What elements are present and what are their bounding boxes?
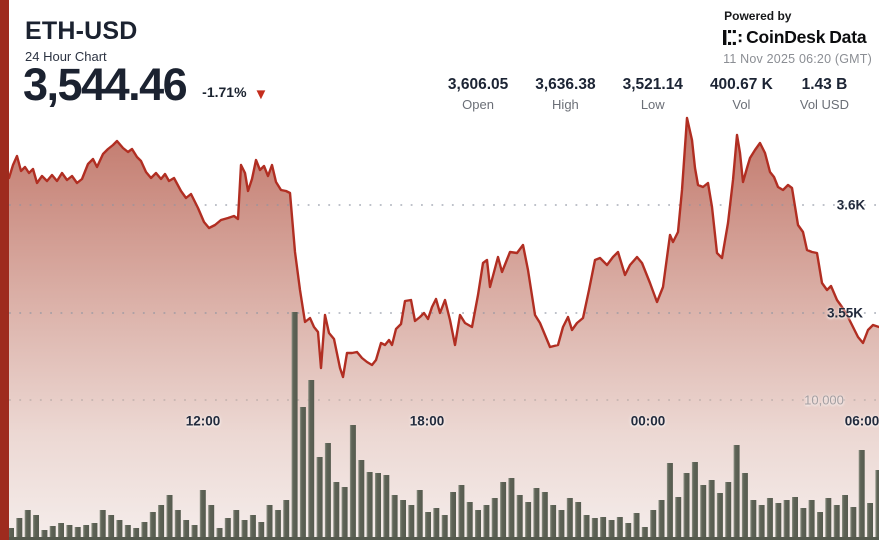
powered-by-label: Powered by (724, 9, 792, 23)
stat-volume-usd: 1.43 B Vol USD (800, 76, 849, 112)
title-block: ETH-USD 24 Hour Chart (25, 17, 138, 64)
stat-value: 3,606.05 (447, 76, 509, 93)
stat-open: 3,606.05 Open (448, 76, 508, 112)
stat-label: Open (462, 97, 494, 112)
stat-label: Vol (732, 97, 751, 112)
chart-subtitle: 24 Hour Chart (25, 49, 107, 64)
stat-low: 3,521.14 Low (623, 76, 683, 112)
stat-label: Vol USD (799, 97, 849, 112)
ohlc-stats-row: 3,606.05 Open 3,636.38 High 3,521.14 Low… (448, 76, 849, 112)
powered-by-block: Powered by CoinDesk Data 11 Nov 2025 06:… (723, 9, 872, 66)
price-change-percent: -1.71% (202, 84, 247, 100)
stat-value: 3,521.14 (622, 76, 683, 93)
stat-label: High (552, 97, 579, 112)
stat-value: 1.43 B (801, 76, 848, 93)
current-price: 3,544.46 (23, 59, 188, 110)
symbol-title: ETH-USD (25, 17, 138, 45)
stat-value: 3,636.38 (535, 76, 596, 93)
coindesk-logo-icon (723, 30, 742, 45)
brand-name-2: Data (829, 27, 867, 47)
chart-timestamp: 11 Nov 2025 06:20 (GMT) (723, 52, 872, 66)
brand-name: CoinDesk (746, 27, 826, 47)
left-accent-strip (0, 0, 9, 540)
coindesk-data-link[interactable]: CoinDesk Data (723, 27, 872, 48)
stat-value: 400.67 K (709, 76, 773, 93)
stat-label: Low (640, 97, 665, 112)
stat-volume: 400.67 K Vol (710, 76, 773, 112)
down-arrow-icon: ▼ (253, 86, 269, 103)
stat-high: 3,636.38 High (535, 76, 595, 112)
price-row: 3,544.46 -1.71% ▼ (23, 62, 268, 107)
